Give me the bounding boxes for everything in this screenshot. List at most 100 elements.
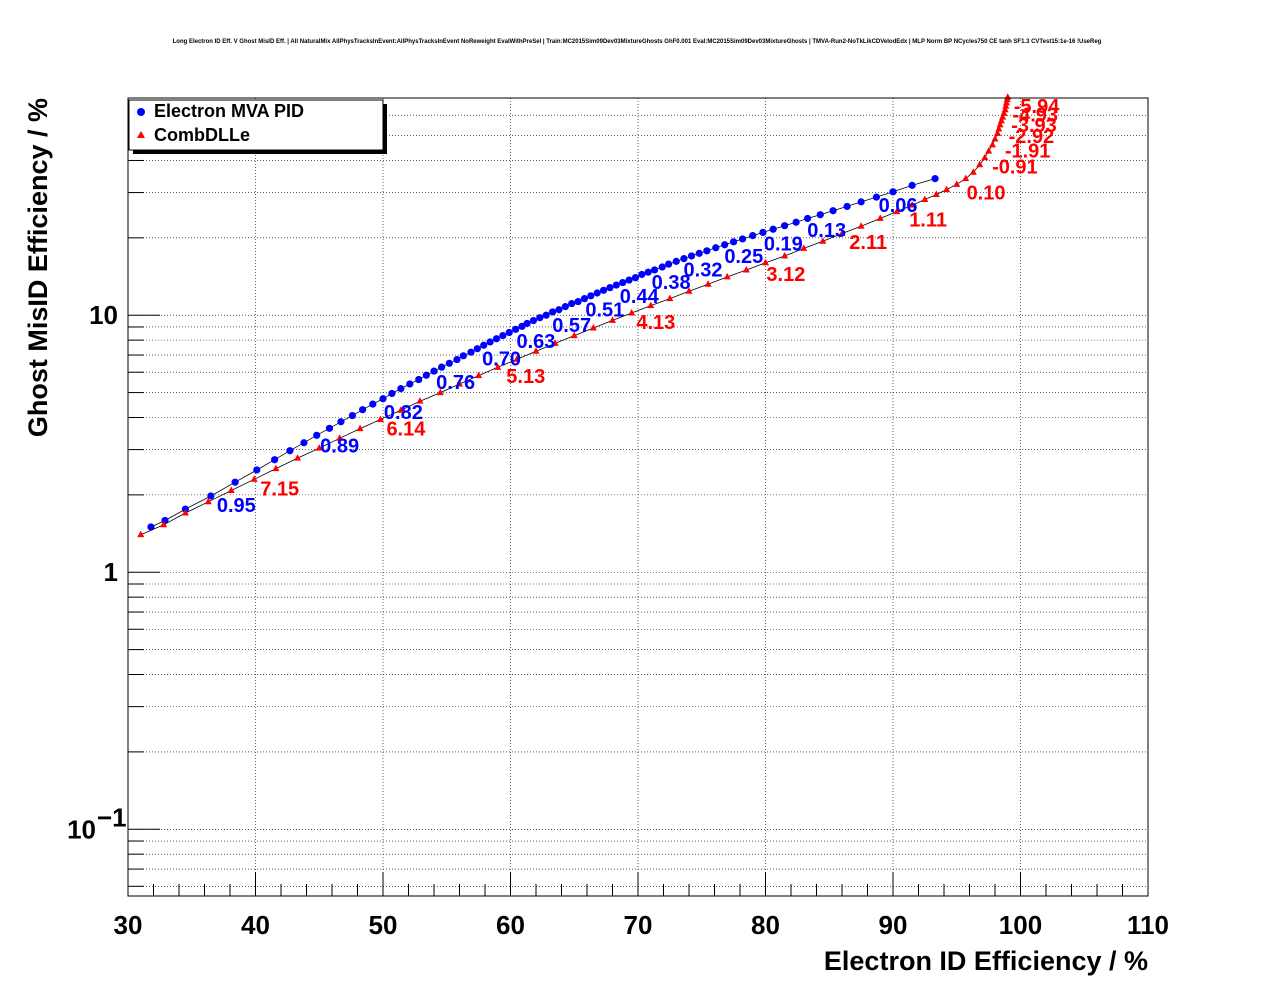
combdlle-point [893,207,901,215]
mva-point [816,211,824,219]
combdlle-point [181,509,189,516]
mva-point [555,306,563,314]
mva-point [587,292,595,300]
threshold-label: 0.70 [482,348,521,370]
threshold-label: -3.93 [1011,115,1057,137]
legend-marker-triangle [137,131,145,138]
x-tick-label: 80 [751,910,780,940]
mva-point [872,193,881,201]
mva-point [908,181,916,189]
mva-point [843,202,851,211]
combdlle-point [397,406,405,413]
combdlle-point [723,272,731,280]
mva-point [325,424,334,432]
mva-point [271,456,279,464]
mva-point [369,400,377,408]
mva-point [672,257,680,265]
combdlle-point [1000,109,1008,116]
x-tick-label: 40 [241,910,270,940]
combdlle-point [1001,105,1009,113]
combdlle-point [876,214,884,221]
mva-point [721,241,729,249]
mva-point [803,214,812,223]
mva-point [505,328,513,337]
mva-point [286,447,294,455]
mva-point [473,345,481,353]
mva-point [147,523,155,531]
mva-point [568,299,576,308]
threshold-label: -5.94 [1014,96,1060,118]
mva-point [638,270,646,279]
combdlle-point [160,520,168,528]
mva-point [492,335,501,343]
combdlle-point [988,140,996,148]
mva-point [730,238,738,246]
threshold-label: 5.13 [506,366,545,388]
x-tick-label: 50 [369,910,398,940]
x-tick-label: 90 [879,910,908,940]
threshold-label: 0.06 [879,195,918,217]
mva-point [415,375,423,384]
combdlle-point [204,497,212,505]
mva-point [650,266,659,274]
combdlle-point [356,424,364,432]
combdlle-point [294,454,302,461]
mva-point [759,228,767,236]
combdlle-point [997,116,1005,124]
threshold-label: 7.15 [260,478,299,500]
mva-point [430,367,438,375]
mva-point [207,492,215,500]
x-axis-label: Electron ID Efficiency / % [824,946,1148,976]
mva-point [300,439,308,447]
combdlle-point [1002,102,1010,109]
threshold-label: -4.93 [1012,104,1058,126]
mva-point [792,218,800,226]
mva-point [499,332,507,340]
threshold-label: 0.57 [552,315,591,337]
combdlle-point [996,120,1004,128]
mva-point [536,314,544,322]
combdlle-point [137,530,145,538]
mva-point [857,198,865,206]
mva-point [644,268,652,276]
threshold-label: 4.13 [636,312,675,334]
combdlle-point [570,331,578,339]
mva-point [231,478,239,486]
mva-point [769,225,777,233]
combdlle-point [315,444,323,451]
combdlle-point [781,251,789,259]
threshold-label: -1.91 [1005,140,1051,162]
combdlle-point [976,160,984,168]
combdlle-point [969,168,977,175]
mva-point [453,355,461,364]
threshold-label: 0.51 [585,300,624,322]
combdlle-point [589,323,597,331]
y-tick-label: 1 [104,557,118,587]
mva-point [619,278,627,287]
combdlle-point [475,371,483,379]
mva-point [738,235,747,243]
legend-marker-circle [137,108,145,116]
mva-point [529,316,538,325]
threshold-label: 0.38 [652,272,691,294]
mva-point [348,411,356,420]
threshold-label: 0.13 [807,220,846,242]
mva-point [625,276,633,284]
mva-point [931,175,939,183]
mva-point [467,348,475,356]
combdlle-point [532,347,540,354]
mva-point [631,274,640,282]
threshold-label: 0.19 [764,234,803,256]
mva-point [459,352,467,360]
mva-point [703,247,711,255]
mva-point [665,260,673,268]
mva-point [486,338,494,346]
combdlle-point [227,486,235,493]
annotation-layer: 0.95 0.89 0.82 0.76 0.700.630.570.510.440.38… [217,96,1060,517]
combdlle-point [609,316,616,323]
combdlle-point [908,201,916,208]
mva-point [593,289,601,297]
mva-point [379,395,387,403]
mva-point [438,363,446,371]
threshold-label: 0.76 [436,372,475,394]
